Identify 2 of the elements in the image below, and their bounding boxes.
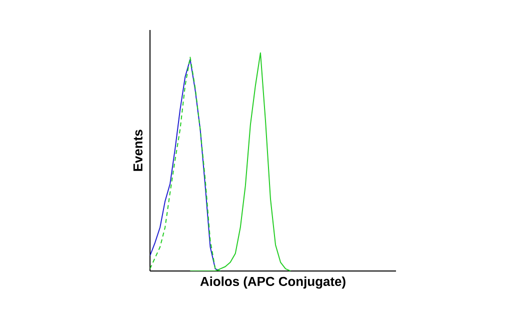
x-axis-title: Aiolos (APC Conjugate) (200, 276, 346, 289)
y-axis-title: Events (133, 130, 142, 171)
